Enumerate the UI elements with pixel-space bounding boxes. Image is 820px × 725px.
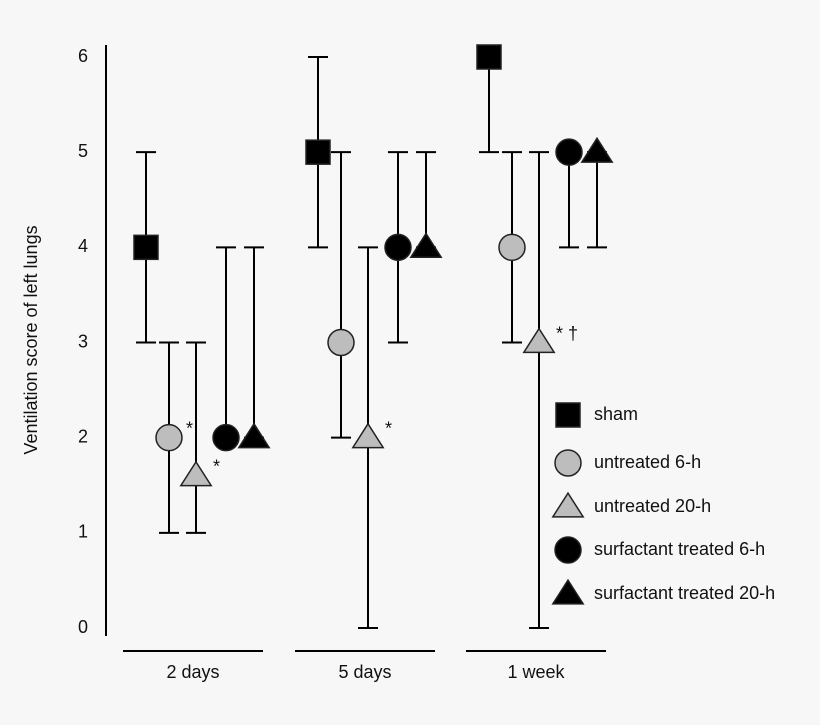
legend-marker — [551, 578, 585, 605]
legend-label: sham — [594, 404, 638, 424]
legend-label: surfactant treated 20-h — [594, 583, 775, 603]
marker — [305, 139, 331, 165]
annotation: * — [186, 418, 193, 438]
y-tick-label: 3 — [78, 331, 88, 351]
marker — [498, 233, 526, 262]
legend-label: surfactant treated 6-h — [594, 539, 765, 559]
annotation: * — [385, 418, 392, 438]
marker — [237, 422, 271, 449]
marker — [351, 422, 385, 449]
marker — [409, 232, 443, 258]
error-bar — [331, 151, 351, 439]
marker — [327, 328, 355, 357]
marker — [522, 327, 556, 354]
legend-label: untreated 20-h — [594, 496, 711, 516]
marker — [476, 44, 502, 70]
marker — [212, 423, 240, 452]
y-tick-label: 0 — [78, 617, 88, 637]
annotation: * — [213, 456, 220, 476]
y-tick-label: 4 — [78, 236, 88, 256]
y-tick-label: 6 — [78, 46, 88, 66]
legend-marker — [554, 536, 582, 564]
legend-marker — [554, 449, 582, 477]
x-tick-label: 5 days — [338, 662, 391, 682]
marker — [384, 233, 412, 262]
y-tick-label: 5 — [78, 141, 88, 161]
y-tick-label: 1 — [78, 522, 88, 542]
legend-marker — [551, 491, 585, 518]
x-tick-label: 2 days — [166, 662, 219, 682]
y-tick-label: 2 — [78, 426, 88, 446]
legend-marker — [555, 402, 581, 428]
marker — [179, 460, 213, 487]
marker — [555, 138, 583, 166]
marker — [133, 234, 159, 261]
marker — [155, 423, 183, 452]
marker — [580, 136, 614, 163]
annotation: * † — [556, 323, 578, 343]
y-axis-label: Ventilation score of left lungs — [21, 225, 41, 454]
x-tick-label: 1 week — [507, 662, 565, 682]
error-bar — [529, 151, 549, 629]
error-bar — [186, 341, 206, 534]
legend-label: untreated 6-h — [594, 452, 701, 472]
